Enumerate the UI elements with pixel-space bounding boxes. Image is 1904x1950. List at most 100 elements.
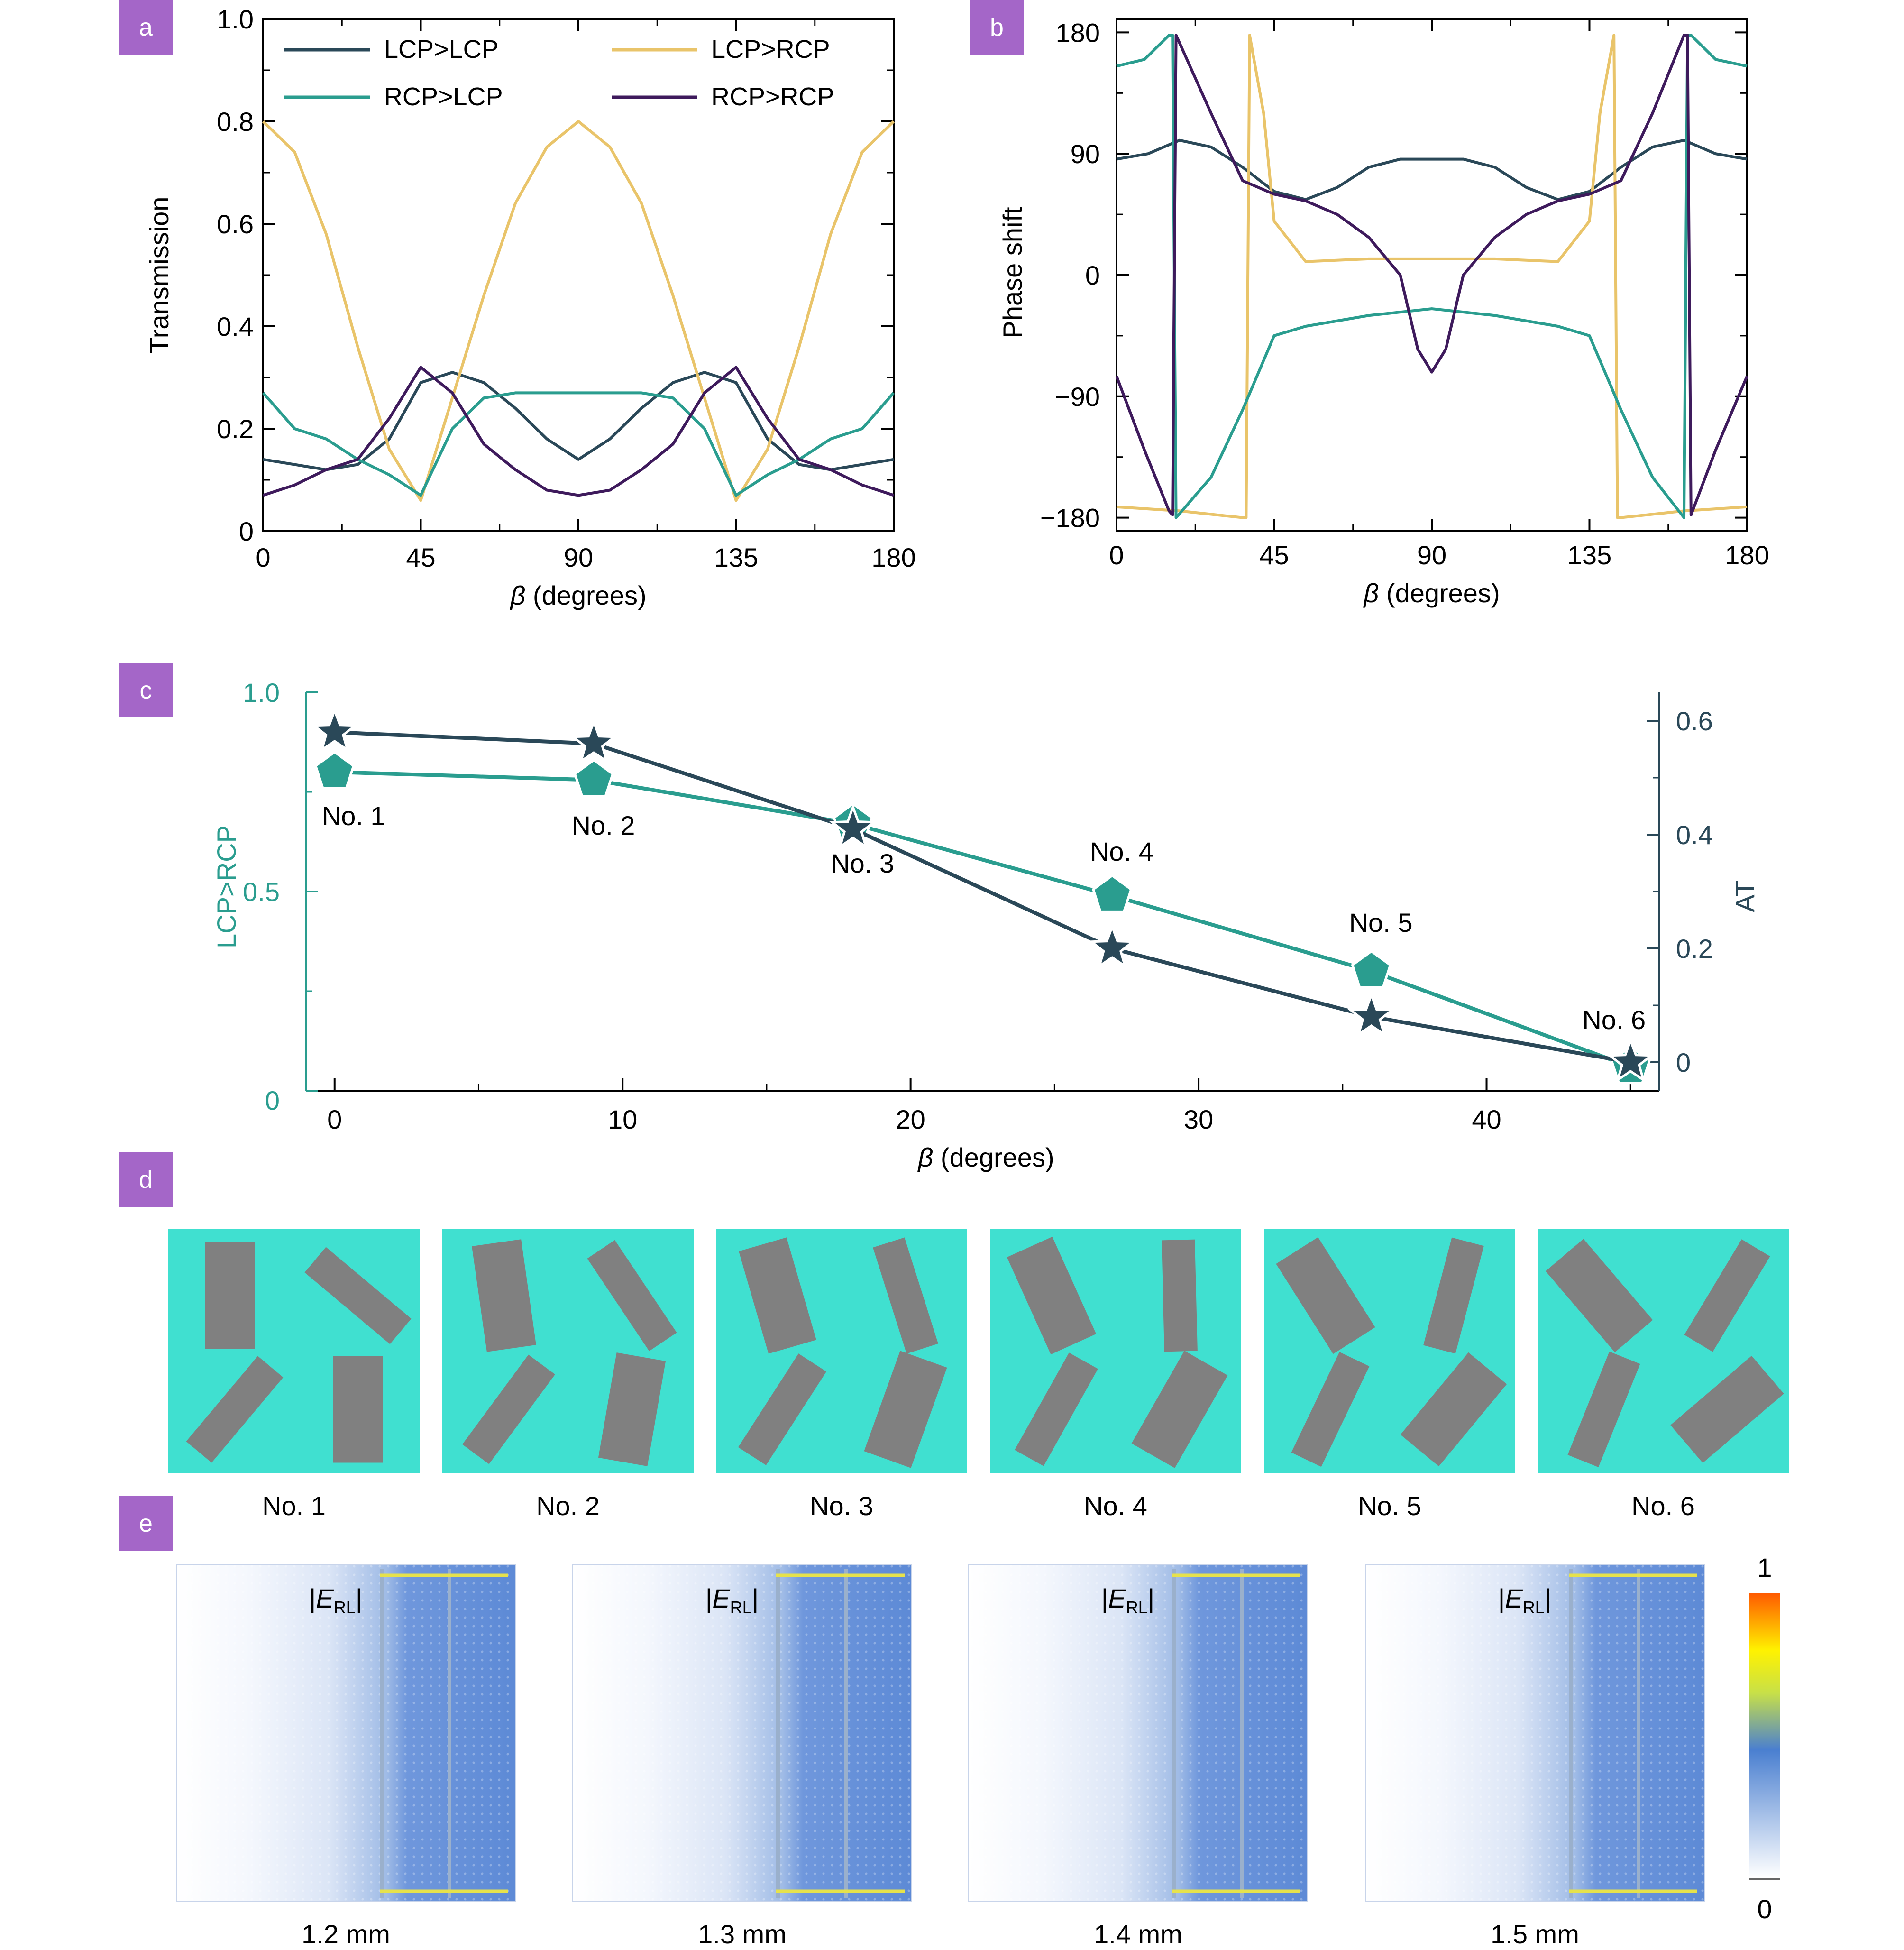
pentagon-marker [314,750,355,790]
field-subscript: RL [334,1598,356,1617]
rod [1423,1237,1484,1354]
pentagon-marker [1351,949,1392,989]
panel-c-dual-axis-chart: 00.51.0 00.20.40.6 0 10 20 30 40 No. 1 No. 2N… [211,678,1760,1172]
y-tick-label: −90 [1055,382,1100,412]
field-map-border [572,1564,912,1902]
field-map-boundary [1240,1569,1244,1898]
point-label: No. 4 [1090,837,1153,866]
rod [598,1352,666,1466]
unit-cell: No. 1 [168,1229,420,1521]
series-line-lcp-rcp [1116,34,1748,519]
y-tick-label: 0.2 [217,414,254,444]
series-line-lcp-lcp [1116,138,1748,201]
unit-cell: No. 2 [442,1229,694,1521]
point-labels: No. 1 No. 2 No. 3 No. 4 No. 5 No. 6 [322,801,1646,1035]
unit-cell: No. 5 [1264,1229,1515,1521]
x-tick-label: 20 [896,1104,925,1134]
right-y-tick-label: 0.2 [1676,934,1713,964]
series-lines [1115,34,1748,519]
unit-cell-label: No. 3 [810,1491,873,1521]
tick-marks [306,691,1659,1092]
x-tick-label: 90 [1417,540,1446,570]
point-label: No. 5 [1349,908,1413,938]
right-y-tick-label: 0.4 [1676,820,1713,850]
left-y-tick-labels: 0 0.5 1.0 [243,678,280,1115]
series-line-lcp-lcp [263,371,894,471]
x-tick-label: 90 [564,543,593,572]
right-y-tick-label: 0.6 [1676,706,1713,736]
unit-cell-label: No. 1 [262,1491,326,1521]
point-label: No. 6 [1582,1005,1646,1035]
panel-label-b: b [970,0,1024,55]
colorbar-gradient [1749,1593,1780,1878]
field-map-boundary [1637,1569,1640,1898]
field-map-boundary [448,1569,451,1898]
x-axis-label: β (degrees) [1363,578,1500,608]
field-map-title: |ERL| [1498,1583,1551,1617]
rod [472,1239,536,1352]
rod [587,1240,677,1352]
y-tick-label: 90 [1071,139,1100,169]
unit-cell: No. 3 [716,1229,967,1521]
colorbar-min-label: 0 [1757,1894,1772,1924]
unit-cell: No. 6 [1538,1229,1789,1521]
field-map-border [176,1564,516,1902]
series-line-lcp-rcp [334,770,1631,1069]
y-tick-label: 0 [239,516,254,546]
rod [1400,1352,1507,1467]
series-line-rcp-rcp [1115,34,1748,516]
rod [462,1354,555,1464]
rod [738,1353,827,1465]
colorbar: 1 0 [1749,1553,1780,1924]
point-label: No. 1 [322,801,385,831]
field-map: |ERL| 1.2 mm [176,1564,516,1949]
x-tick-label: 40 [1472,1104,1501,1134]
x-tick-label: 135 [1567,540,1611,570]
y-axis-label: Transmission [144,197,174,354]
right-y-axis-label: AT [1730,880,1760,912]
star-marker [1606,1037,1655,1083]
field-map-title: |ERL| [705,1583,759,1617]
star-marker [569,718,618,764]
rod [1162,1239,1198,1352]
panel-b-phase-chart: 180 90 0 −90 −180 0 45 90 135 180 Phase shift β … [998,18,1769,608]
star-marker [311,707,359,753]
colorbar-max-label: 1 [1757,1553,1772,1582]
rod [304,1247,412,1344]
y-tick-label: 180 [1056,18,1100,47]
y-axis-label: Phase shift [998,207,1027,338]
x-tick-label: 0 [256,543,270,572]
rod [1567,1351,1640,1468]
right-y-tick-labels: 0 0.2 0.4 0.6 [1676,706,1713,1077]
x-tick-label: 30 [1184,1104,1213,1134]
left-y-tick-label: 1.0 [243,678,280,708]
series-line-at [334,730,1631,1064]
x-axis-label: β (degrees) [509,580,646,610]
x-tick-label: 45 [406,543,435,572]
field-map-texture [573,1565,912,1902]
unit-cell: No. 4 [990,1229,1241,1521]
legend: LCP>LCP LCP>RCP RCP>LCP RCP>RCP [284,35,834,111]
series-line-rcp-lcp [262,391,895,497]
field-map-label: 1.4 mm [1094,1919,1182,1949]
star-marker [1347,991,1396,1038]
pentagon-marker [1091,874,1133,913]
series-lines-and-markers [311,707,1655,1085]
field-map-boundary [776,1569,780,1898]
field-map-boundary [1172,1569,1176,1898]
series-lines [262,120,895,502]
unit-cell-label: No. 5 [1358,1491,1421,1521]
y-tick-label: 0.4 [217,312,254,341]
y-tick-label: −180 [1040,503,1100,533]
x-tick-labels: 0 10 20 30 40 [327,1104,1501,1134]
rod [333,1356,383,1463]
series-line-lcp-rcp [262,120,895,502]
star-marker [829,803,877,850]
field-symbol: E [1505,1583,1523,1613]
field-subscript: RL [1126,1598,1148,1617]
field-map-title: |ERL| [309,1583,362,1617]
panel-label-e: e [119,1496,173,1551]
left-y-tick-label: 0 [265,1085,280,1115]
y-tick-label: 1.0 [217,4,254,34]
x-tick-label: 0 [1109,540,1124,570]
